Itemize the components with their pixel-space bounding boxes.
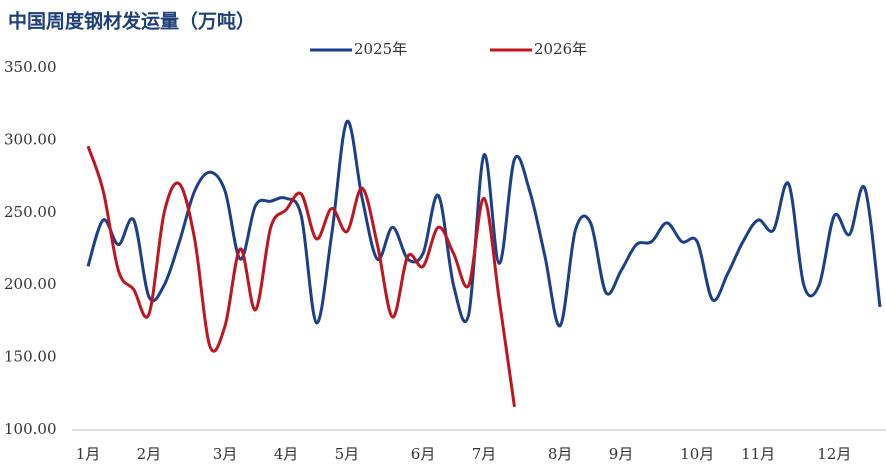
x-tick-label: 6月 xyxy=(411,445,436,463)
x-tick-label: 10月 xyxy=(680,445,714,463)
y-tick-label: 350.00 xyxy=(4,58,57,76)
legend-label: 2026年 xyxy=(534,40,587,58)
chart-title: 中国周度钢材发运量（万吨） xyxy=(8,10,255,33)
x-tick-label: 1月 xyxy=(76,445,101,463)
x-tick-label: 8月 xyxy=(548,445,573,463)
y-tick-label: 150.00 xyxy=(4,348,57,366)
x-tick-label: 12月 xyxy=(817,445,851,463)
series-line xyxy=(86,120,882,328)
x-tick-label: 2月 xyxy=(137,445,162,463)
legend-label: 2025年 xyxy=(354,40,407,58)
x-tick-label: 7月 xyxy=(472,445,497,463)
x-tick-label: 9月 xyxy=(609,445,634,463)
y-tick-label: 200.00 xyxy=(4,275,57,293)
y-tick-label: 250.00 xyxy=(4,203,57,221)
x-tick-label: 11月 xyxy=(741,445,775,463)
y-tick-label: 300.00 xyxy=(4,130,57,148)
x-tick-label: 4月 xyxy=(274,445,299,463)
series-line xyxy=(86,145,516,408)
y-tick-label: 100.00 xyxy=(4,420,57,438)
x-tick-label: 5月 xyxy=(335,445,360,463)
x-tick-label: 3月 xyxy=(213,445,238,463)
